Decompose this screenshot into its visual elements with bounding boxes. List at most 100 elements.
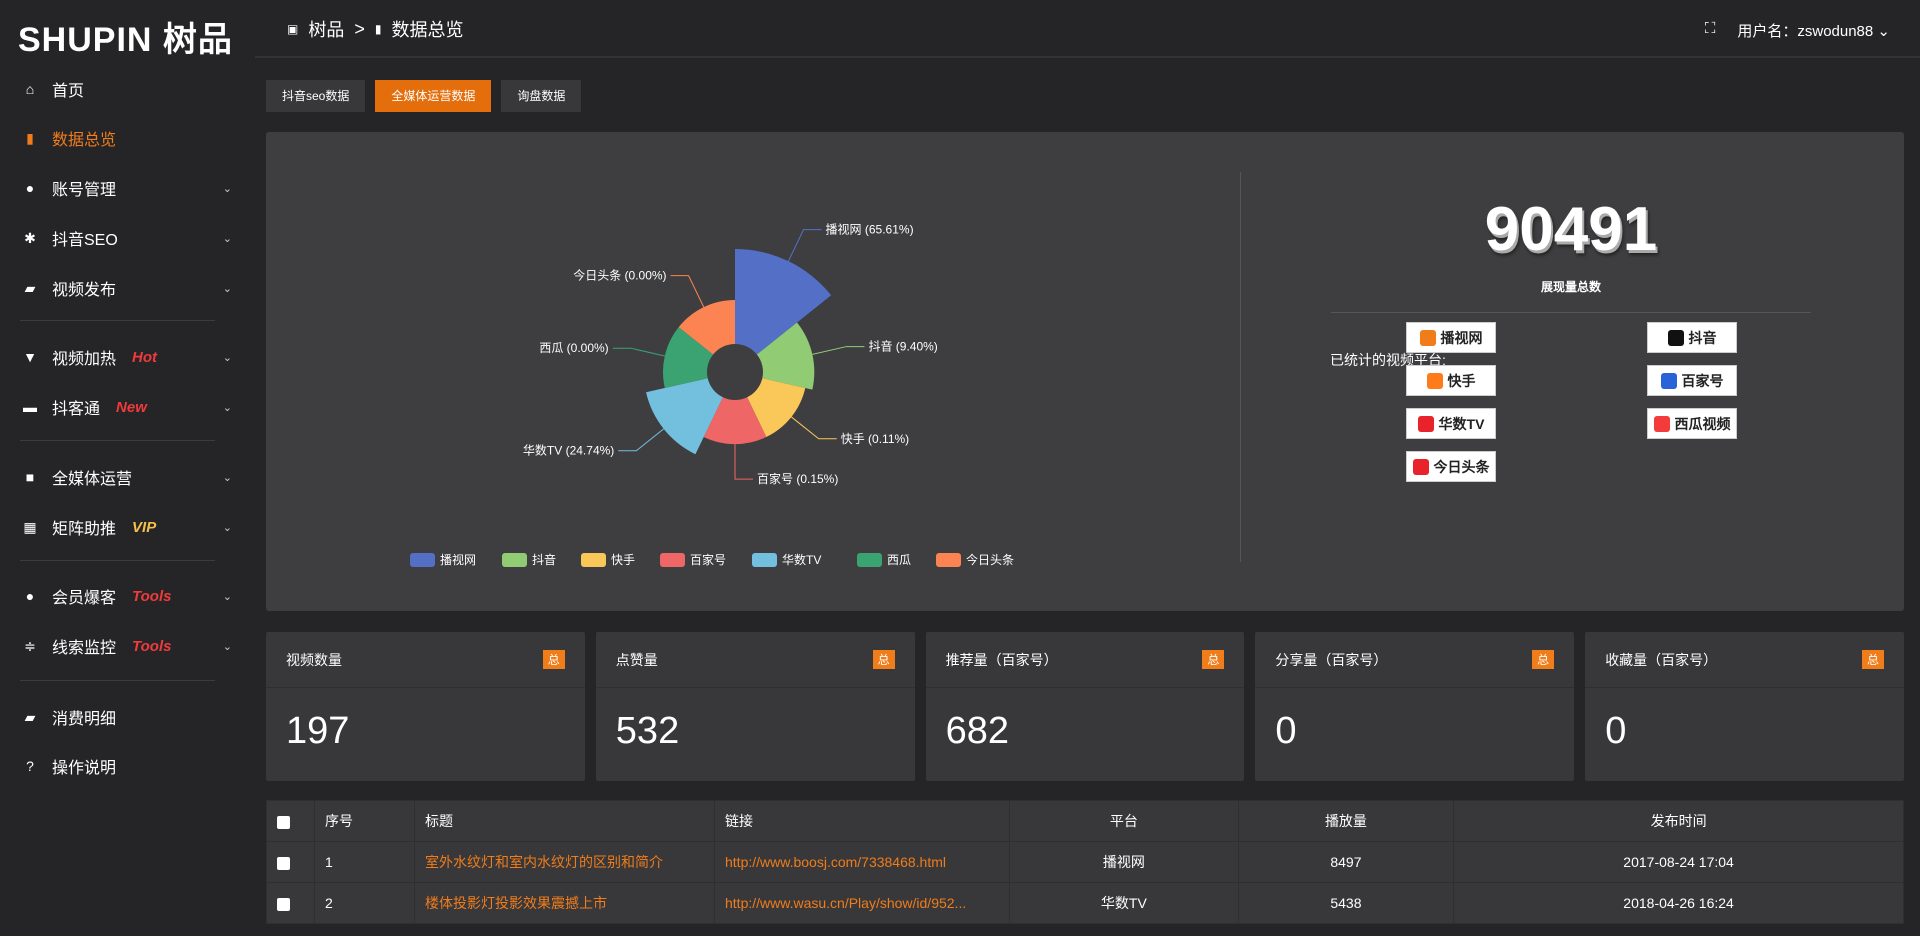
sidebar-item-6[interactable]: ▬ 抖客通 New ⌄: [22, 392, 232, 422]
wallet-icon: ▰: [24, 708, 36, 725]
sidebar-badge: VIP: [132, 518, 157, 536]
row-title-link[interactable]: 楼体投影灯投影效果震撼上市: [414, 882, 715, 924]
row-url-link[interactable]: http://www.boosj.com/7338468.html: [714, 841, 1010, 883]
legend-label[interactable]: 华数TV: [782, 552, 821, 567]
chart-panel: 播视网 (65.61%) 抖音 (9.40%) 快手 (0.11%) 百家号 (0.1…: [266, 132, 1904, 611]
label-line: [670, 275, 705, 308]
sidebar: SHUPIN 树品 ⌂ 首页 ▮ 数据总览 ● 账号管理 ⌄ ✱ 抖音SEO ⌄ ▰ 视频发布 ⌄ ▼ 视频…: [0, 0, 255, 936]
stat-label: 分享量（百家号）: [1275, 651, 1388, 668]
total-badge: 总: [1861, 650, 1884, 669]
sidebar-item-5[interactable]: ▼ 视频加热 Hot ⌄: [22, 342, 232, 372]
stat-card: 分享量（百家号） 总 0: [1255, 632, 1575, 781]
sidebar-item-7[interactable]: ■ 全媒体运营 ⌄: [22, 462, 232, 492]
platform-logo: 抖音: [1647, 322, 1737, 353]
legend-label[interactable]: 今日头条: [966, 552, 1014, 567]
rose-slice[interactable]: [703, 397, 767, 445]
platform-logo: 播视网: [1406, 322, 1496, 353]
bar-chart-icon: ▮: [26, 129, 34, 146]
total-impressions: 90491: [1484, 195, 1658, 264]
label-line: [618, 428, 664, 452]
sidebar-item-11[interactable]: ▰ 消费明细: [22, 702, 232, 732]
tab-all-media[interactable]: 全媒体运营数据: [375, 80, 492, 112]
divider: [1240, 172, 1241, 562]
row-platform: 播视网: [1009, 841, 1239, 883]
legend-swatch[interactable]: [936, 553, 961, 567]
rose-slice[interactable]: [747, 378, 806, 437]
stat-card: 收藏量（百家号） 总 0: [1585, 632, 1904, 781]
slice-label: 百家号 (0.15%): [757, 471, 838, 486]
sidebar-item-4[interactable]: ▰ 视频发布 ⌄: [22, 273, 232, 303]
help-icon: ?: [26, 758, 34, 774]
legend-label[interactable]: 百家号: [690, 552, 726, 567]
sidebar-item-2[interactable]: ● 账号管理 ⌄: [22, 173, 232, 203]
platform-icon: [1412, 458, 1429, 475]
sidebar-item-label: 操作说明: [52, 760, 117, 777]
platform-logo: 百家号: [1647, 365, 1737, 396]
bar-chart-icon: ▮: [374, 22, 382, 36]
legend-label[interactable]: 播视网: [440, 552, 476, 567]
legend-swatch[interactable]: [581, 553, 606, 567]
row-title-link[interactable]: 室外水纹灯和室内水纹灯的区别和简介: [414, 841, 715, 883]
legend-swatch[interactable]: [752, 553, 777, 567]
breadcrumb-home[interactable]: 树品: [308, 20, 345, 40]
heat-icon: ▼: [23, 349, 37, 365]
total-badge: 总: [542, 650, 565, 669]
chevron-down-icon: ⌄: [222, 351, 232, 364]
platforms-title: 已统计的视频平台:: [1330, 352, 1446, 368]
platform-name: 百家号: [1681, 372, 1724, 389]
sidebar-item-label: 矩阵助推: [52, 521, 117, 538]
stats-row: 视频数量总 197 点赞量总 532 推荐量（百家号）总 682 分享量（百家号）总 0 收藏量…: [266, 632, 1904, 781]
platform-name: 今日头条: [1433, 458, 1490, 475]
label-line: [734, 444, 753, 480]
legend-swatch[interactable]: [502, 553, 527, 567]
label-line: [612, 347, 665, 357]
rose-slice[interactable]: [678, 300, 735, 355]
chat-icon: ▬: [23, 399, 37, 415]
sidebar-item-label: 线索监控: [52, 640, 117, 657]
stat-value: 0: [1275, 710, 1297, 752]
sidebar-item-1[interactable]: ▮ 数据总览: [22, 123, 232, 153]
row-checkbox[interactable]: [266, 841, 315, 883]
row-url-link[interactable]: http://www.wasu.cn/Play/show/id/952...: [714, 882, 1010, 924]
sidebar-badge: Tools: [132, 587, 172, 605]
grid-icon: ▦: [23, 518, 37, 535]
sidebar-item-10[interactable]: ≑ 线索监控 Tools ⌄: [22, 631, 232, 661]
legend-label[interactable]: 快手: [611, 553, 635, 567]
col-link: 链接: [714, 800, 1010, 842]
rose-slice[interactable]: [756, 322, 815, 390]
rose-slice[interactable]: [646, 378, 723, 455]
stat-card: 视频数量 总 197: [266, 632, 585, 781]
slice-label: 播视网 (65.61%): [826, 222, 914, 237]
sidebar-item-8[interactable]: ▦ 矩阵助推 VIP ⌄: [22, 512, 232, 542]
table-row: 2 楼体投影灯投影效果震撼上市 http://www.wasu.cn/Play/…: [266, 882, 1904, 924]
sidebar-item-12[interactable]: ? 操作说明: [22, 751, 232, 781]
rose-slice[interactable]: [663, 327, 714, 389]
sidebar-item-3[interactable]: ✱ 抖音SEO ⌄: [22, 223, 232, 253]
sidebar-divider: [20, 320, 215, 321]
chevron-down-icon: ⌄: [222, 471, 232, 484]
home-icon: ⌂: [25, 81, 35, 97]
stat-value: 197: [286, 710, 350, 752]
select-all-checkbox[interactable]: [266, 800, 315, 842]
stat-card: 点赞量 总 532: [595, 632, 915, 781]
tab-inquiry[interactable]: 询盘数据: [501, 80, 582, 112]
legend-swatch[interactable]: [660, 553, 685, 567]
platform-icon: [1419, 329, 1436, 346]
fullscreen-icon[interactable]: ⛶: [1704, 20, 1716, 37]
platform-icon: [1426, 372, 1443, 389]
legend-swatch[interactable]: [410, 553, 435, 567]
divider: [1331, 312, 1811, 313]
row-checkbox[interactable]: [266, 882, 315, 924]
stat-label: 推荐量（百家号）: [945, 651, 1058, 668]
user-menu[interactable]: 用户名：zswodun88 ⌄: [1737, 20, 1890, 41]
sidebar-item-9[interactable]: ● 会员爆客 Tools ⌄: [22, 581, 232, 611]
platform-name: 抖音: [1688, 329, 1717, 346]
tab-douyin-seo[interactable]: 抖音seo数据: [266, 80, 366, 112]
legend-swatch[interactable]: [857, 553, 882, 567]
legend-label[interactable]: 西瓜: [887, 553, 911, 567]
logo: SHUPIN 树品: [18, 21, 233, 59]
sidebar-item-0[interactable]: ⌂ 首页: [22, 74, 232, 104]
legend-label[interactable]: 抖音: [532, 552, 556, 567]
rose-slice[interactable]: [735, 249, 832, 355]
slice-label: 西瓜 (0.00%): [539, 341, 608, 355]
